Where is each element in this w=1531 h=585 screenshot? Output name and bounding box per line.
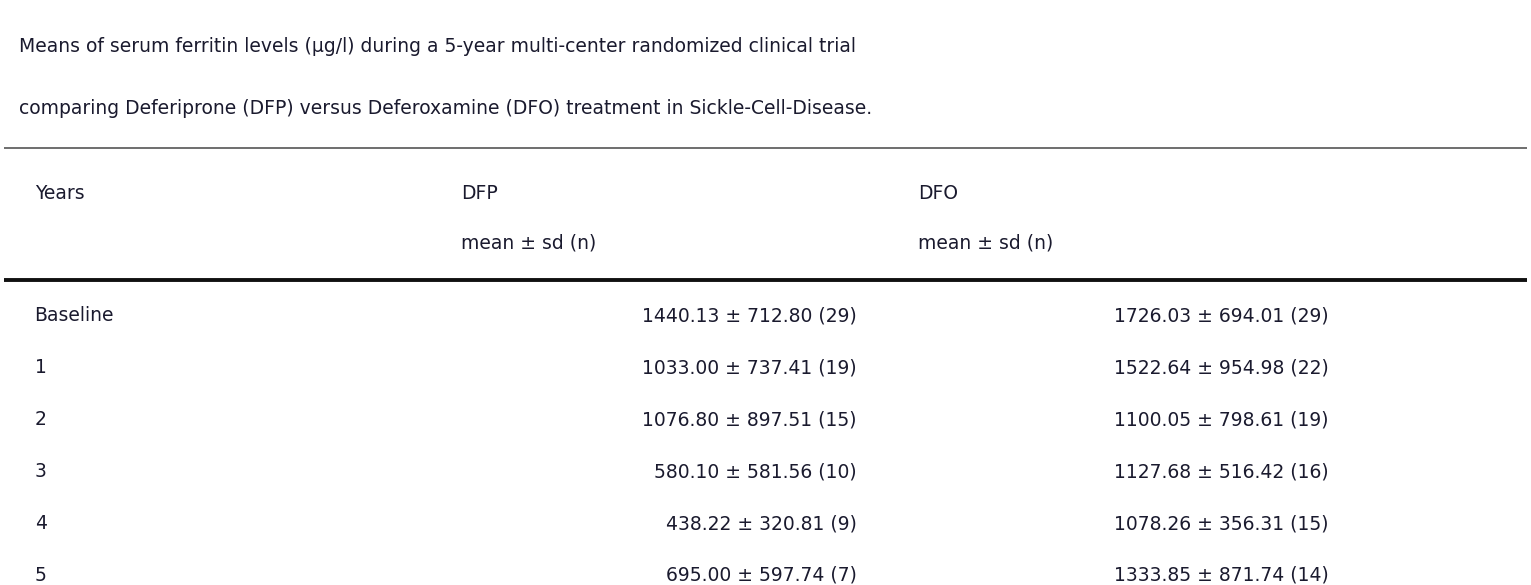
Text: 1076.80 ± 897.51 (15): 1076.80 ± 897.51 (15) bbox=[643, 410, 857, 429]
Text: Baseline: Baseline bbox=[35, 307, 115, 325]
Text: 1033.00 ± 737.41 (19): 1033.00 ± 737.41 (19) bbox=[641, 358, 857, 377]
Text: 3: 3 bbox=[35, 462, 46, 481]
Text: Years: Years bbox=[35, 184, 84, 202]
Text: 1127.68 ± 516.42 (16): 1127.68 ± 516.42 (16) bbox=[1115, 462, 1329, 481]
Text: 5: 5 bbox=[35, 566, 46, 585]
Text: Means of serum ferritin levels (μg/l) during a 5-year multi-center randomized cl: Means of serum ferritin levels (μg/l) du… bbox=[20, 37, 856, 56]
Text: 695.00 ± 597.74 (7): 695.00 ± 597.74 (7) bbox=[654, 566, 857, 585]
Text: 1440.13 ± 712.80 (29): 1440.13 ± 712.80 (29) bbox=[641, 307, 857, 325]
Text: DFP: DFP bbox=[461, 184, 498, 202]
Text: 438.22 ± 320.81 (9): 438.22 ± 320.81 (9) bbox=[654, 514, 857, 533]
Text: 1078.26 ± 356.31 (15): 1078.26 ± 356.31 (15) bbox=[1115, 514, 1329, 533]
Text: 1: 1 bbox=[35, 358, 46, 377]
Text: 1100.05 ± 798.61 (19): 1100.05 ± 798.61 (19) bbox=[1115, 410, 1329, 429]
Text: 1726.03 ± 694.01 (29): 1726.03 ± 694.01 (29) bbox=[1115, 307, 1329, 325]
Text: 4: 4 bbox=[35, 514, 46, 533]
Text: 1333.85 ± 871.74 (14): 1333.85 ± 871.74 (14) bbox=[1115, 566, 1329, 585]
Text: DFO: DFO bbox=[917, 184, 958, 202]
Text: 1522.64 ± 954.98 (22): 1522.64 ± 954.98 (22) bbox=[1115, 358, 1329, 377]
Text: comparing Deferiprone (DFP) versus Deferoxamine (DFO) treatment in Sickle-Cell-D: comparing Deferiprone (DFP) versus Defer… bbox=[20, 99, 873, 118]
Text: 580.10 ± 581.56 (10): 580.10 ± 581.56 (10) bbox=[641, 462, 857, 481]
Text: mean ± sd (n): mean ± sd (n) bbox=[461, 233, 596, 252]
Text: 2: 2 bbox=[35, 410, 46, 429]
Text: mean ± sd (n): mean ± sd (n) bbox=[917, 233, 1053, 252]
